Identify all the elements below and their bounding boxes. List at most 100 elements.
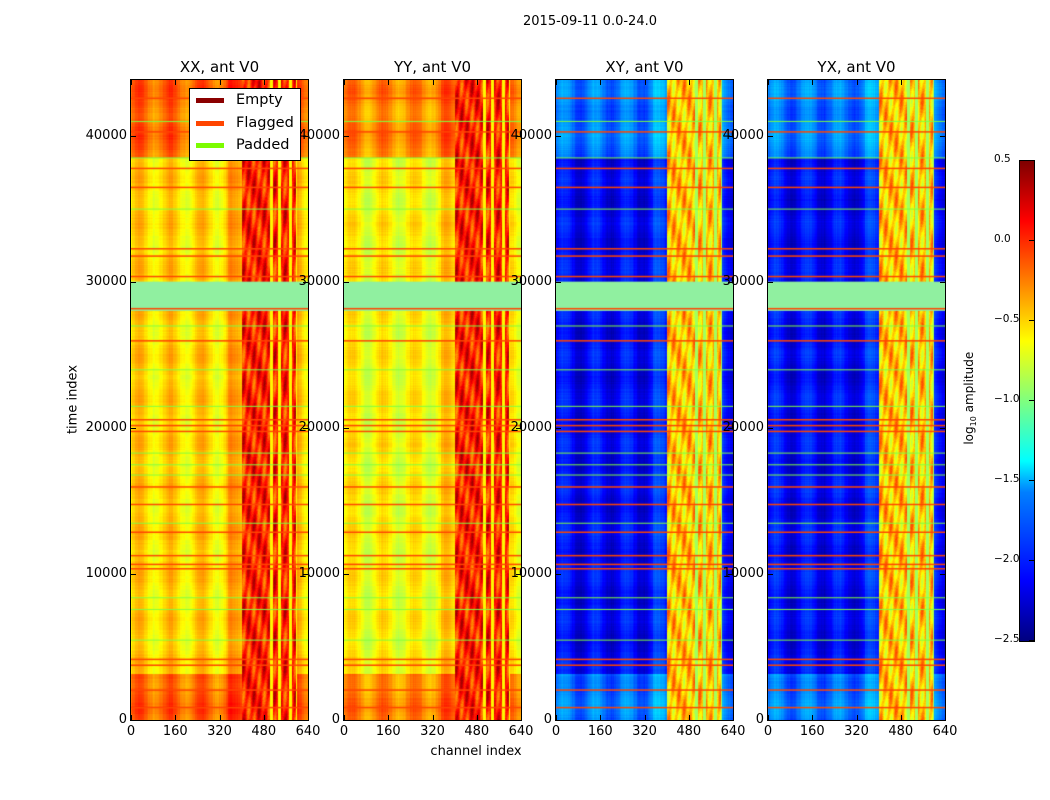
x-tick-label: 480 (676, 724, 702, 739)
y-tick-mark (768, 135, 773, 137)
x-tick-label: 160 (799, 724, 825, 739)
panel-title: XY, ant V0 (605, 58, 684, 76)
legend-label: Padded (236, 137, 290, 153)
x-tick-mark (131, 715, 132, 720)
y-tick-label: 10000 (510, 565, 552, 581)
x-tick-mark (812, 80, 814, 85)
x-tick-mark (344, 715, 345, 720)
x-tick-label: 640 (720, 724, 746, 739)
y-tick-label: 10000 (298, 565, 340, 581)
y-tick-label: 0 (755, 712, 764, 727)
x-tick-mark (856, 715, 858, 720)
legend-item-flagged: Flagged (196, 113, 294, 133)
y-tick-mark (303, 720, 308, 721)
colorbar-tick-mark (1029, 240, 1034, 241)
x-tick-mark (600, 715, 602, 720)
y-tick-mark (344, 281, 349, 283)
legend-label: Flagged (236, 115, 294, 131)
colorbar-tick-label: −0.5 (994, 313, 1020, 325)
x-tick-mark (900, 80, 902, 85)
x-tick-label: 0 (339, 724, 349, 739)
x-tick-mark (812, 715, 814, 720)
y-tick-mark (728, 135, 733, 137)
y-tick-mark (303, 281, 308, 283)
x-axis-label: channel index (430, 744, 522, 759)
y-tick-label: 20000 (510, 419, 552, 435)
x-tick-mark (688, 715, 690, 720)
y-tick-label: 20000 (722, 419, 764, 435)
x-tick-label: 640 (295, 724, 321, 739)
y-tick-mark (728, 281, 733, 283)
y-tick-label: 0 (118, 712, 127, 727)
y-tick-label: 20000 (298, 419, 340, 435)
x-tick-mark (733, 80, 734, 85)
legend-label: Empty (236, 92, 283, 108)
x-tick-mark (175, 715, 177, 720)
x-tick-mark (768, 80, 769, 85)
y-tick-mark (344, 573, 349, 575)
x-tick-mark (644, 715, 646, 720)
colorbar-tick-label: −1.5 (994, 473, 1020, 485)
x-tick-mark (521, 80, 522, 85)
colorbar-tick-label: 0.0 (994, 233, 1011, 245)
y-tick-label: 30000 (722, 273, 764, 289)
x-tick-label: 320 (632, 724, 657, 739)
y-tick-label: 30000 (510, 273, 552, 289)
x-tick-mark (733, 715, 734, 720)
y-tick-mark (556, 135, 561, 137)
y-tick-label: 40000 (722, 127, 764, 143)
colorbar (1019, 160, 1035, 642)
heatmap-canvas (131, 80, 308, 720)
y-tick-mark (768, 573, 773, 575)
x-tick-label: 0 (126, 724, 136, 739)
x-tick-label: 480 (464, 724, 490, 739)
legend-swatch (196, 120, 224, 126)
heatmap-panel-3 (767, 79, 946, 721)
y-tick-label: 10000 (722, 565, 764, 581)
y-tick-mark (768, 720, 773, 721)
x-tick-mark (432, 715, 434, 720)
figure-title: 2015-09-11 0.0-24.0 (523, 14, 657, 29)
y-tick-label: 0 (331, 712, 340, 727)
y-tick-mark (940, 281, 945, 283)
x-tick-mark (308, 715, 309, 720)
x-tick-mark (131, 80, 132, 85)
legend-item-padded: Padded (196, 135, 290, 155)
x-tick-mark (856, 80, 858, 85)
heatmap-panel-0 (130, 79, 309, 721)
legend-item-empty: Empty (196, 90, 283, 110)
y-tick-label: 30000 (85, 273, 127, 289)
colorbar-tick-label: −2.5 (994, 633, 1020, 645)
colorbar-tick-label: −1.0 (994, 393, 1020, 405)
y-tick-label: 10000 (85, 565, 127, 581)
x-tick-mark (644, 80, 646, 85)
y-tick-mark (131, 281, 136, 283)
x-tick-label: 160 (162, 724, 188, 739)
heatmap-canvas (556, 80, 733, 720)
y-tick-mark (516, 427, 521, 429)
y-tick-label: 0 (543, 712, 552, 727)
y-tick-mark (344, 427, 349, 429)
legend-swatch (196, 97, 224, 103)
x-tick-mark (521, 715, 522, 720)
y-tick-mark (940, 720, 945, 721)
heatmap-canvas (768, 80, 945, 720)
y-tick-mark (940, 135, 945, 137)
colorbar-tick-label: −2.0 (994, 553, 1020, 565)
x-tick-mark (476, 80, 478, 85)
y-tick-label: 40000 (298, 127, 340, 143)
heatmap-panel-2 (555, 79, 734, 721)
x-tick-label: 320 (420, 724, 445, 739)
panel-title: XX, ant V0 (179, 58, 260, 76)
x-tick-label: 640 (932, 724, 958, 739)
y-tick-mark (728, 720, 733, 721)
y-tick-mark (516, 573, 521, 575)
y-tick-label: 30000 (298, 273, 340, 289)
y-tick-mark (940, 427, 945, 429)
y-tick-mark (940, 573, 945, 575)
y-tick-label: 40000 (510, 127, 552, 143)
y-tick-mark (131, 427, 136, 429)
x-tick-label: 0 (763, 724, 773, 739)
x-tick-mark (476, 715, 478, 720)
